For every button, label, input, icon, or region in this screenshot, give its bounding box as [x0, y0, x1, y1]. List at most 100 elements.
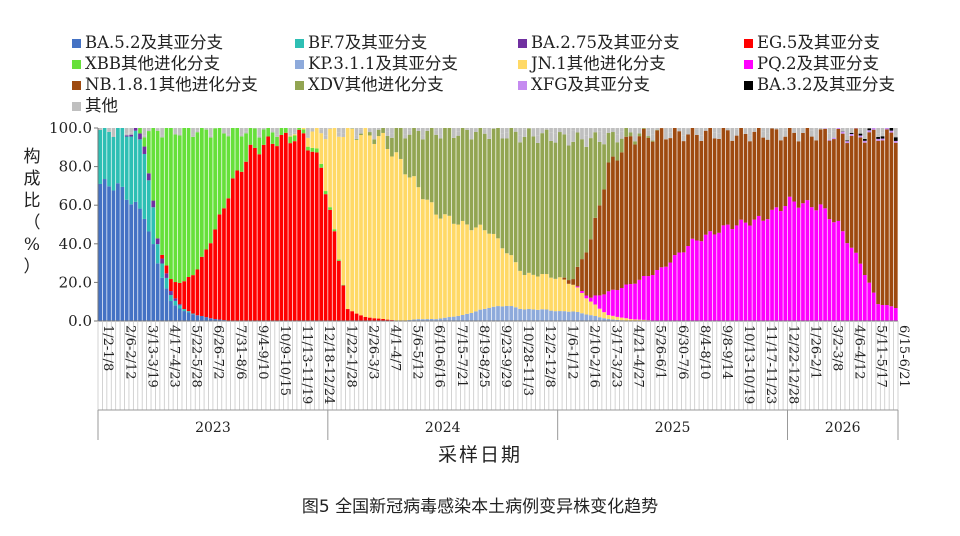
bar-segment: [200, 128, 204, 257]
bar-segment: [456, 131, 461, 136]
bar-segment: [341, 128, 346, 134]
bar-segment: [633, 135, 637, 142]
bar-segment: [385, 135, 390, 150]
bar-segment: [191, 313, 195, 315]
bar-segment: [169, 301, 173, 321]
bar-segment: [319, 163, 324, 168]
bar-segment: [222, 208, 226, 321]
legend-swatch: [72, 59, 81, 69]
bar-segment: [602, 144, 606, 190]
bar-segment: [191, 275, 195, 314]
bar-segment: [531, 128, 536, 129]
legend-label: BF.7及其亚分支: [308, 33, 428, 52]
bar-segment: [319, 128, 324, 130]
bar-segment: [504, 128, 509, 133]
bar-segment: [765, 139, 770, 220]
bar-segment: [633, 283, 637, 320]
bar-segment: [195, 269, 200, 316]
bar-segment: [460, 220, 465, 315]
bar-segment: [394, 128, 399, 153]
bar-segment: [849, 133, 854, 136]
bar-segment: [341, 284, 346, 286]
bar-segment: [602, 134, 606, 145]
bar-segment: [628, 284, 633, 320]
bar-segment: [527, 128, 531, 273]
y-tick-label: 60.0: [59, 196, 92, 214]
bar-segment: [717, 232, 721, 321]
bar-segment: [443, 214, 447, 318]
bar-segment: [712, 132, 717, 139]
bar-segment: [513, 131, 518, 263]
bar-segment: [429, 318, 434, 321]
bar-segment: [146, 129, 151, 132]
x-tick-label: 1/26-2/1: [807, 325, 822, 380]
bar-segment: [407, 128, 412, 131]
bar-segment: [133, 128, 138, 131]
bar-segment: [712, 234, 717, 321]
bar-segment: [562, 311, 567, 321]
x-tick-label: 5/6-5/12: [410, 325, 425, 380]
bar-segment: [549, 277, 553, 311]
bar-segment: [646, 137, 651, 277]
bar-segment: [549, 140, 553, 278]
bar-segment: [796, 207, 801, 321]
bar-segment: [173, 134, 178, 283]
bar-segment: [522, 129, 527, 137]
bar-segment: [779, 211, 783, 321]
bar-segment: [615, 134, 620, 143]
bar-segment: [867, 282, 872, 321]
bar-segment: [390, 137, 394, 157]
bar-segment: [456, 315, 461, 321]
bar-segment: [734, 129, 739, 136]
bar-segment: [195, 132, 200, 270]
bar-segment: [748, 128, 752, 136]
bar-segment: [239, 134, 244, 137]
bar-segment: [571, 284, 575, 312]
bar-segment: [761, 131, 766, 138]
bar-segment: [535, 128, 540, 136]
bar-segment: [566, 128, 571, 135]
bar-segment: [655, 130, 659, 271]
legend-swatch: [518, 59, 527, 69]
bar-segment: [186, 128, 191, 277]
y-tick-label: 0.0: [68, 312, 92, 330]
bar-segment: [535, 142, 540, 277]
bar-segment: [588, 297, 593, 302]
legend-label: BA.3.2及其亚分支: [757, 75, 896, 94]
bar-segment: [107, 128, 111, 130]
x-tick-label: 4/1-4/7: [388, 325, 403, 371]
bar-segment: [469, 312, 474, 321]
bar-segment: [885, 129, 889, 306]
bar-segment: [862, 128, 867, 136]
year-label: 2024: [425, 420, 461, 436]
bar-segment: [606, 128, 611, 133]
legend-item: EG.5及其亚分支: [744, 33, 880, 53]
bar-segment: [615, 160, 620, 291]
bar-segment: [496, 306, 500, 321]
bar-segment: [849, 135, 854, 248]
bar-segment: [593, 295, 598, 305]
bar-segment: [602, 312, 606, 319]
bar-segment: [385, 319, 390, 321]
bar-segment: [372, 139, 377, 144]
bar-segment: [230, 128, 235, 179]
bar-segment: [695, 240, 699, 321]
bar-segment: [363, 316, 368, 321]
bar-segment: [880, 140, 885, 306]
bar-segment: [725, 130, 730, 225]
bar-segment: [597, 128, 602, 132]
bar-segment: [248, 128, 253, 145]
bar-segment: [416, 187, 421, 320]
bar-segment: [893, 308, 898, 321]
bar-segment: [862, 142, 867, 276]
bar-segment: [602, 318, 606, 321]
bar-segment: [208, 318, 213, 321]
bar-segment: [686, 246, 690, 321]
bar-segment: [695, 128, 699, 130]
bar-segment: [580, 139, 584, 260]
legend-swatch: [744, 80, 753, 90]
legend-item: XDV其他进化分支: [295, 75, 444, 95]
bar-segment: [858, 135, 863, 138]
bar-segment: [801, 128, 805, 133]
bar-segment: [549, 128, 553, 133]
